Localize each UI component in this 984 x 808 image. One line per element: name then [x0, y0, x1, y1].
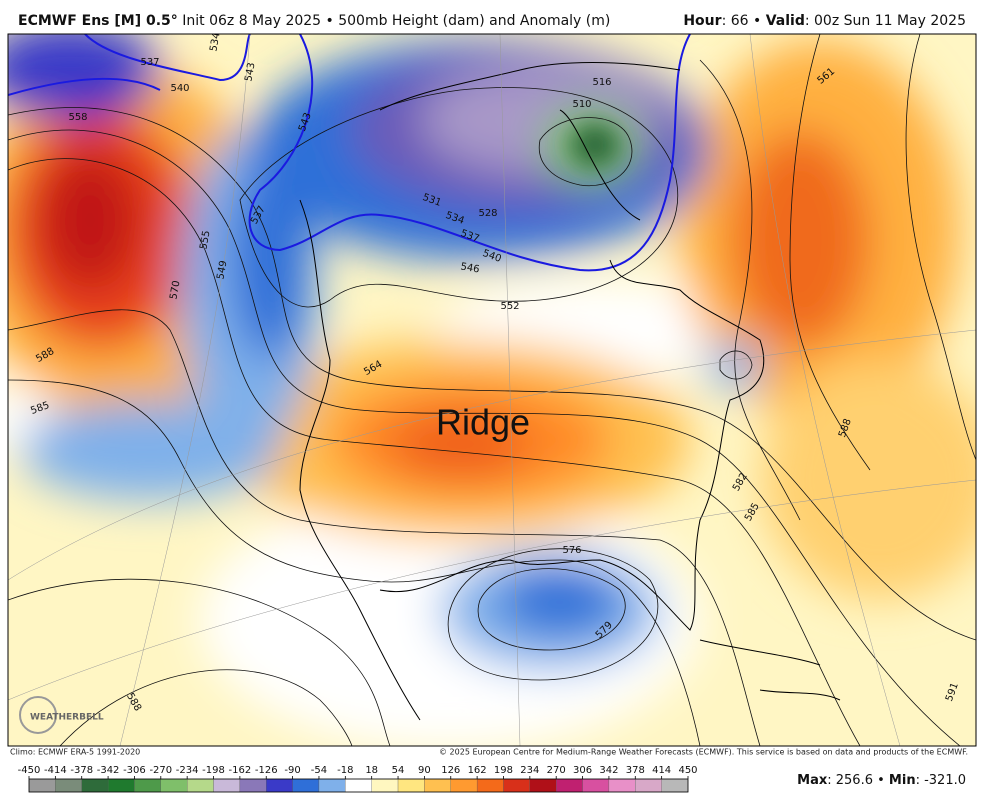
colorbar-tick-label: 378 [626, 765, 645, 776]
colorbar-bin [556, 778, 583, 793]
colorbar-bin [371, 778, 399, 793]
valid-label: Valid [766, 13, 805, 29]
contour-label: 543 [243, 62, 257, 83]
colorbar-tick-label: -378 [70, 765, 93, 776]
colorbar-tick-label: 306 [573, 765, 592, 776]
min-label: Min [889, 773, 916, 788]
colorbar-bin [661, 778, 689, 793]
contour-label: 555 [198, 230, 212, 251]
contour-label: 510 [572, 99, 591, 110]
min-text: : -321.0 [916, 773, 966, 788]
colorbar-bin [397, 778, 425, 793]
colorbar-tick-label: 54 [392, 765, 405, 776]
colorbar-tick-label: 126 [441, 765, 460, 776]
contour-label: 516 [592, 77, 611, 88]
colorbar-tick-label: -414 [44, 765, 67, 776]
colorbar-bin [345, 778, 372, 793]
colorbar-bin [608, 778, 636, 793]
colorbar-bin [266, 778, 293, 793]
logo-mark [19, 696, 57, 734]
colorbar-tick-label: -126 [255, 765, 278, 776]
ridge-annotation: Ridge [436, 402, 530, 443]
colorbar-tick-label: 198 [494, 765, 513, 776]
colorbar-tick-label: 450 [678, 765, 697, 776]
colorbar-bin [107, 778, 135, 793]
colorbar-tick-label: -18 [337, 765, 353, 776]
colorbar-bin [213, 778, 241, 793]
map-frame [7, 33, 977, 747]
colorbar-bin [292, 778, 320, 793]
colorbar-tick-label: -306 [123, 765, 146, 776]
contour-label: 540 [170, 83, 189, 94]
model-name: ECMWF Ens [M] 0.5° [18, 13, 178, 29]
anomaly-field [8, 34, 976, 746]
colorbar-tick-label: -450 [18, 765, 41, 776]
highlight-contours [8, 34, 691, 272]
colorbar-bin [318, 778, 346, 793]
logo: WEATHERBELL [30, 713, 104, 723]
colorbar-bin [635, 778, 662, 793]
colorbar-bin [529, 778, 557, 793]
colorbar-tick-label: -234 [176, 765, 199, 776]
colorbar-tick-label: -54 [311, 765, 327, 776]
hour-label: Hour [683, 13, 721, 29]
header-right: Hour: 66 • Valid: 00z Sun 11 May 2025 [683, 13, 966, 29]
contour-label: 537 [140, 57, 159, 68]
height-contours [8, 34, 976, 746]
colorbar-tick-label: 90 [418, 765, 431, 776]
contour-label: 546 [460, 261, 481, 275]
colorbar-tick-label: -270 [149, 765, 172, 776]
header-left: ECMWF Ens [M] 0.5° Init 06z 8 May 2025 •… [18, 13, 610, 29]
colorbar-bin [476, 778, 504, 793]
colorbar-bin [503, 778, 530, 793]
colorbar-tick-label: 18 [365, 765, 378, 776]
colorbar-tick-label: -90 [284, 765, 300, 776]
colorbar-tick-label: 414 [652, 765, 671, 776]
run-info: Init 06z 8 May 2025 • 500mb Height (dam)… [178, 13, 611, 29]
colorbar: -450 -414 -378 -342 -306 -270 -234 -198 -162 -126… [18, 765, 698, 793]
colorbar-tick-label: -342 [97, 765, 120, 776]
coastlines [299, 62, 841, 721]
contour-label: 558 [68, 112, 87, 123]
colorbar-bin [55, 778, 82, 793]
valid-text: : 00z Sun 11 May 2025 [805, 13, 966, 29]
colorbar-frame [28, 778, 689, 793]
contour-label: 534 [208, 32, 222, 53]
colorbar-bin [28, 778, 56, 793]
contour-label: 570 [168, 280, 182, 301]
colorbar-bin [134, 778, 161, 793]
colorbar-bin [81, 778, 109, 793]
colorbar-bin [450, 778, 478, 793]
contour-label: 576 [562, 545, 581, 556]
stats: Max: 256.6 • Min: -321.0 [797, 773, 966, 788]
climo-note: Climo: ECMWF ERA-5 1991-2020 [10, 748, 140, 757]
colorbar-tick-label: -198 [202, 765, 225, 776]
colorbar-tick-label: 270 [547, 765, 566, 776]
colorbar-bin [160, 778, 188, 793]
contour-label: 552 [500, 301, 519, 312]
colorbar-bin [239, 778, 267, 793]
colorbar-bin [187, 778, 214, 793]
contour-label: 549 [215, 260, 229, 281]
colorbar-tick-label: 234 [520, 765, 539, 776]
graticule [8, 34, 976, 746]
map: 5375405345435585555495705885855375435315… [8, 32, 976, 746]
colorbar-bin [582, 778, 610, 793]
colorbar-bin [424, 778, 451, 793]
colorbar-tick-label: -162 [229, 765, 252, 776]
colorbar-tick-label: 162 [468, 765, 487, 776]
max-text: : 256.6 • [827, 773, 889, 788]
copyright: © 2025 European Centre for Medium-Range … [439, 748, 968, 757]
contour-label: 528 [478, 208, 497, 219]
max-label: Max [797, 773, 828, 788]
colorbar-tick-label: 342 [599, 765, 618, 776]
hour-text: : 66 • [722, 13, 766, 29]
